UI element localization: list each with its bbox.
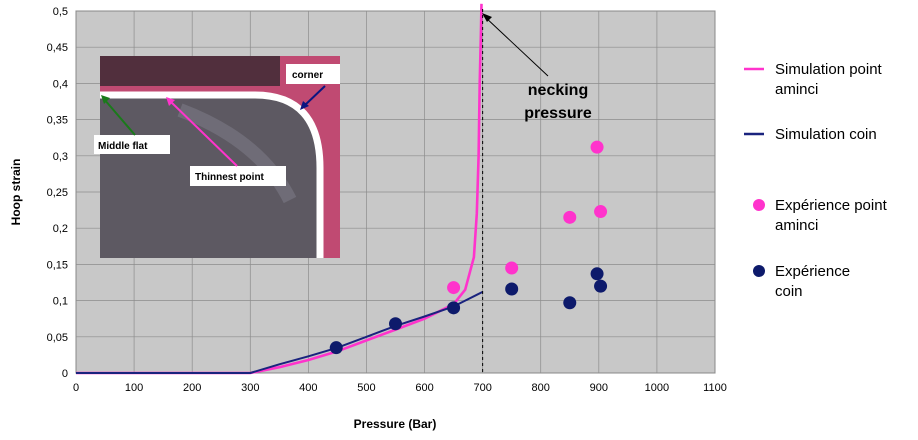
- y-axis-title: Hoop strain: [9, 159, 23, 226]
- x-tick-label: 1100: [703, 382, 727, 394]
- y-tick-label: 0,1: [53, 296, 68, 308]
- x-tick-label: 900: [590, 382, 608, 394]
- x-tick-label: 0: [73, 382, 79, 394]
- corner-arrowhead: [300, 101, 309, 110]
- legend-label-line: Simulation coin: [775, 126, 877, 143]
- legend-label-simulation-point-aminci: Simulation point aminci: [775, 61, 883, 98]
- y-tick-label: 0,35: [47, 115, 68, 127]
- legend-label-line: aminci: [775, 217, 818, 234]
- middle-flat-label: Middle flat: [98, 141, 148, 152]
- inset-dark-top: [100, 56, 280, 86]
- legend-swatch-exp-rience-coin: [753, 265, 765, 277]
- x-axis-title: Pressure (Bar): [354, 417, 437, 431]
- inset-white-outline: [100, 91, 324, 258]
- legend-label-line: Simulation point: [775, 61, 883, 78]
- data-point-exp-rience-coin: [329, 341, 343, 355]
- y-tick-label: 0,4: [53, 78, 68, 90]
- data-point-exp-rience-point-aminci: [590, 140, 604, 154]
- middle-flat-arrowhead: [101, 95, 110, 104]
- x-tick-label: 500: [357, 382, 375, 394]
- x-tick-labels: 0 100 200 300 400 500 600 700 800 900 1000 1100: [73, 382, 727, 394]
- corner-arrow: [303, 85, 326, 107]
- y-tick-label: 0,15: [47, 259, 68, 271]
- legend-label-exp-rience-point-aminci: Expérience point aminci: [775, 197, 888, 234]
- inset-photo: corner Middle flat Thinnest point: [94, 56, 340, 258]
- thinnest-point-arrowhead: [166, 97, 175, 106]
- x-tick-label: 400: [299, 382, 317, 394]
- y-tick-labels: 0 0,05 0,1 0,15 0,2 0,25 0,3 0,35 0,4 0,45 0,5: [47, 6, 68, 380]
- series-line-simulation-coin: [76, 291, 484, 374]
- x-tick-label: 100: [125, 382, 143, 394]
- thinnest-point-arrow: [169, 100, 238, 167]
- y-tick-label: 0,25: [47, 187, 68, 199]
- legend-label-line: Expérience point: [775, 197, 888, 214]
- middle-flat-arrow: [103, 98, 136, 136]
- y-tick-label: 0,45: [47, 42, 68, 54]
- y-tick-label: 0,5: [53, 6, 68, 18]
- data-point-exp-rience-coin: [563, 296, 577, 310]
- x-tick-label: 1000: [645, 382, 669, 394]
- thinnest-point-label-box: [190, 166, 286, 186]
- series-layer: [76, 3, 608, 375]
- legend-label-line: Expérience: [775, 263, 850, 280]
- y-tick-label: 0: [62, 368, 68, 380]
- data-point-exp-rience-coin: [590, 267, 604, 281]
- y-tick-label: 0,05: [47, 332, 68, 344]
- x-tick-label: 800: [532, 382, 550, 394]
- necking-annotation: necking pressure: [524, 82, 592, 122]
- legend-label-exp-rience-coin: Expérience coin: [775, 263, 850, 300]
- legend-label-simulation-coin: Simulation coin: [775, 126, 877, 143]
- necking-annotation-line: pressure: [524, 105, 592, 122]
- legend: Simulation point aminci Simulation coin Exp…: [744, 61, 888, 300]
- y-tick-label: 0,3: [53, 151, 68, 163]
- data-point-exp-rience-coin: [389, 317, 402, 331]
- x-tick-label: 600: [415, 382, 433, 394]
- x-tick-label: 200: [183, 382, 201, 394]
- data-point-exp-rience-coin: [594, 279, 608, 293]
- data-point-exp-rience-point-aminci: [447, 281, 461, 295]
- middle-flat-label-box: [94, 135, 170, 154]
- data-point-exp-rience-coin: [447, 301, 461, 315]
- x-tick-label: 700: [473, 382, 491, 394]
- data-point-exp-rience-point-aminci: [563, 210, 577, 224]
- inset-shade: [177, 103, 297, 204]
- data-point-exp-rience-coin: [505, 282, 519, 296]
- necking-arrow: [483, 15, 549, 77]
- necking-arrowhead: [482, 13, 492, 22]
- corner-label: corner: [292, 70, 323, 81]
- legend-label-line: coin: [775, 283, 803, 300]
- necking-annotation-line: necking: [528, 82, 588, 99]
- data-point-exp-rience-point-aminci: [505, 261, 519, 275]
- y-tick-label: 0,2: [53, 223, 68, 235]
- corner-label-box: [286, 64, 340, 84]
- data-point-exp-rience-point-aminci: [594, 205, 608, 219]
- x-tick-label: 300: [241, 382, 259, 394]
- thinnest-point-label: Thinnest point: [195, 172, 265, 183]
- legend-swatch-exp-rience-point-aminci: [753, 199, 765, 211]
- legend-label-line: aminci: [775, 81, 818, 98]
